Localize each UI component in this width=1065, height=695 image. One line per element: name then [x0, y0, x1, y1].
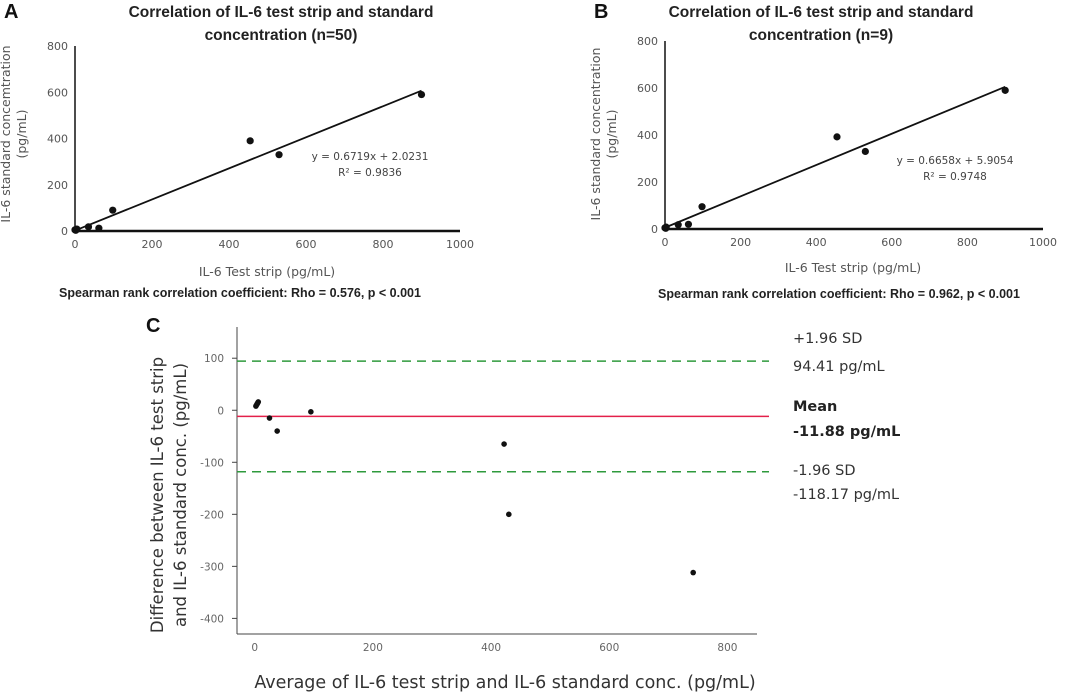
panel-b-y-tick: 800	[637, 35, 658, 48]
panel-c-y-label-line-1: Difference between IL-6 test strip	[148, 357, 167, 633]
panel-a-equation: y = 0.6719x + 2.0231	[312, 151, 429, 163]
data-point	[72, 226, 80, 234]
panel-a-y-tick: 400	[47, 133, 68, 146]
panel-a-y-tick: 800	[47, 40, 68, 53]
panel-b-x-tick: 0	[662, 236, 669, 249]
mean-value: -11.88 pg/mL	[793, 424, 900, 440]
panel-a-x-label: IL-6 Test strip (pg/mL)	[199, 264, 335, 279]
panel-c-y-tick: -400	[200, 613, 224, 625]
panel-b: B Correlation of IL-6 test strip and sta…	[588, 1, 1057, 301]
panel-b-y-label-line-1: IL-6 standard concentration	[588, 48, 603, 221]
data-point	[246, 137, 254, 145]
panel-a-trendline	[74, 89, 422, 232]
data-point	[662, 224, 670, 232]
panel-b-r-squared: R² = 0.9748	[923, 171, 987, 183]
panel-b-y-label-line-2: (pg/mL)	[604, 110, 619, 159]
data-point	[417, 90, 426, 99]
panel-b-title-line-1: Correlation of IL-6 test strip and stand…	[669, 4, 974, 21]
panel-label-a: A	[4, 1, 18, 23]
data-point	[274, 428, 280, 434]
data-point	[84, 223, 93, 231]
data-point	[1001, 86, 1009, 94]
data-point	[674, 221, 682, 229]
lower-sd-value: -118.17 pg/mL	[793, 487, 899, 503]
panel-b-x-tick: 400	[806, 236, 827, 249]
upper-sd-value: 94.41 pg/mL	[793, 359, 885, 375]
panel-c: C 100 0 -100 -200 -300 -400 0 200 400 600 800 Dif…	[146, 315, 900, 693]
panel-b-y-tick: 0	[651, 223, 658, 236]
panel-c-x-tick: 0	[251, 642, 258, 654]
panel-c-x-tick: 400	[481, 642, 501, 654]
data-point	[698, 203, 706, 211]
panel-a-y-tick: 0	[61, 225, 68, 238]
data-point	[275, 151, 283, 159]
panel-c-x-label: Average of IL-6 test strip and IL-6 stan…	[254, 673, 755, 693]
data-point	[690, 569, 696, 576]
panel-b-title-line-2: concentration (n=9)	[749, 27, 893, 44]
panel-a-x-tick: 0	[72, 238, 79, 251]
panel-a-title-line-1: Correlation of IL-6 test strip and stand…	[129, 4, 434, 21]
upper-sd-label: +1.96 SD	[793, 331, 862, 347]
panel-a-y-label-line-1: IL-6 standard concemtration	[0, 45, 13, 222]
panel-b-y-tick: 600	[637, 82, 658, 95]
data-point	[109, 206, 117, 214]
panel-a-y-tick: 200	[47, 179, 68, 192]
panel-c-y-tick: 0	[217, 405, 224, 417]
panel-label-b: B	[594, 1, 608, 23]
panel-a-x-tick: 400	[219, 238, 240, 251]
panel-a-y-label-line-2: (pg/mL)	[14, 110, 29, 159]
panel-label-c: C	[146, 315, 160, 337]
panel-c-x-tick: 800	[717, 642, 737, 654]
panel-a-r-squared: R² = 0.9836	[338, 167, 402, 179]
panel-a-title-line-2: concentration (n=50)	[205, 27, 358, 44]
panel-c-y-tick: -200	[200, 509, 224, 521]
panel-a-x-tick: 1000	[446, 238, 474, 251]
panel-b-x-tick: 1000	[1029, 236, 1057, 249]
panel-a-x-tick: 200	[142, 238, 163, 251]
panel-c-x-tick: 200	[363, 642, 383, 654]
panel-a-y-tick: 600	[47, 86, 68, 99]
panel-b-x-tick: 600	[881, 236, 902, 249]
panel-b-equation: y = 0.6658x + 5.9054	[897, 155, 1014, 167]
panel-c-x-tick: 600	[599, 642, 619, 654]
panel-b-y-tick: 200	[637, 176, 658, 189]
data-point	[266, 415, 273, 421]
panel-b-x-tick: 200	[730, 236, 751, 249]
data-point	[254, 400, 261, 406]
data-point	[501, 441, 507, 447]
data-point	[308, 409, 314, 415]
panel-c-y-tick: 100	[204, 353, 224, 365]
panel-c-y-tick: -100	[200, 457, 224, 469]
panel-b-x-label: IL-6 Test strip (pg/mL)	[785, 260, 921, 275]
mean-label: Mean	[793, 399, 837, 415]
panel-a-spearman: Spearman rank correlation coefficient: R…	[59, 286, 421, 300]
panel-c-y-tick: -300	[200, 561, 224, 573]
panel-a: A Correlation of IL-6 test strip and sta…	[0, 1, 474, 300]
lower-sd-label: -1.96 SD	[793, 463, 856, 479]
panel-c-y-label-line-2: and IL-6 standard conc. (pg/mL)	[171, 363, 190, 627]
panel-b-x-tick: 800	[957, 236, 978, 249]
panel-b-spearman: Spearman rank correlation coefficient: R…	[658, 287, 1020, 301]
panel-a-x-tick: 600	[296, 238, 317, 251]
data-point	[833, 133, 841, 141]
data-point	[506, 511, 512, 518]
data-point	[95, 224, 103, 232]
data-point	[684, 220, 693, 228]
panel-b-y-tick: 400	[637, 129, 658, 142]
data-point	[861, 147, 869, 156]
panel-a-x-tick: 800	[373, 238, 394, 251]
panel-b-trendline	[664, 85, 1006, 229]
